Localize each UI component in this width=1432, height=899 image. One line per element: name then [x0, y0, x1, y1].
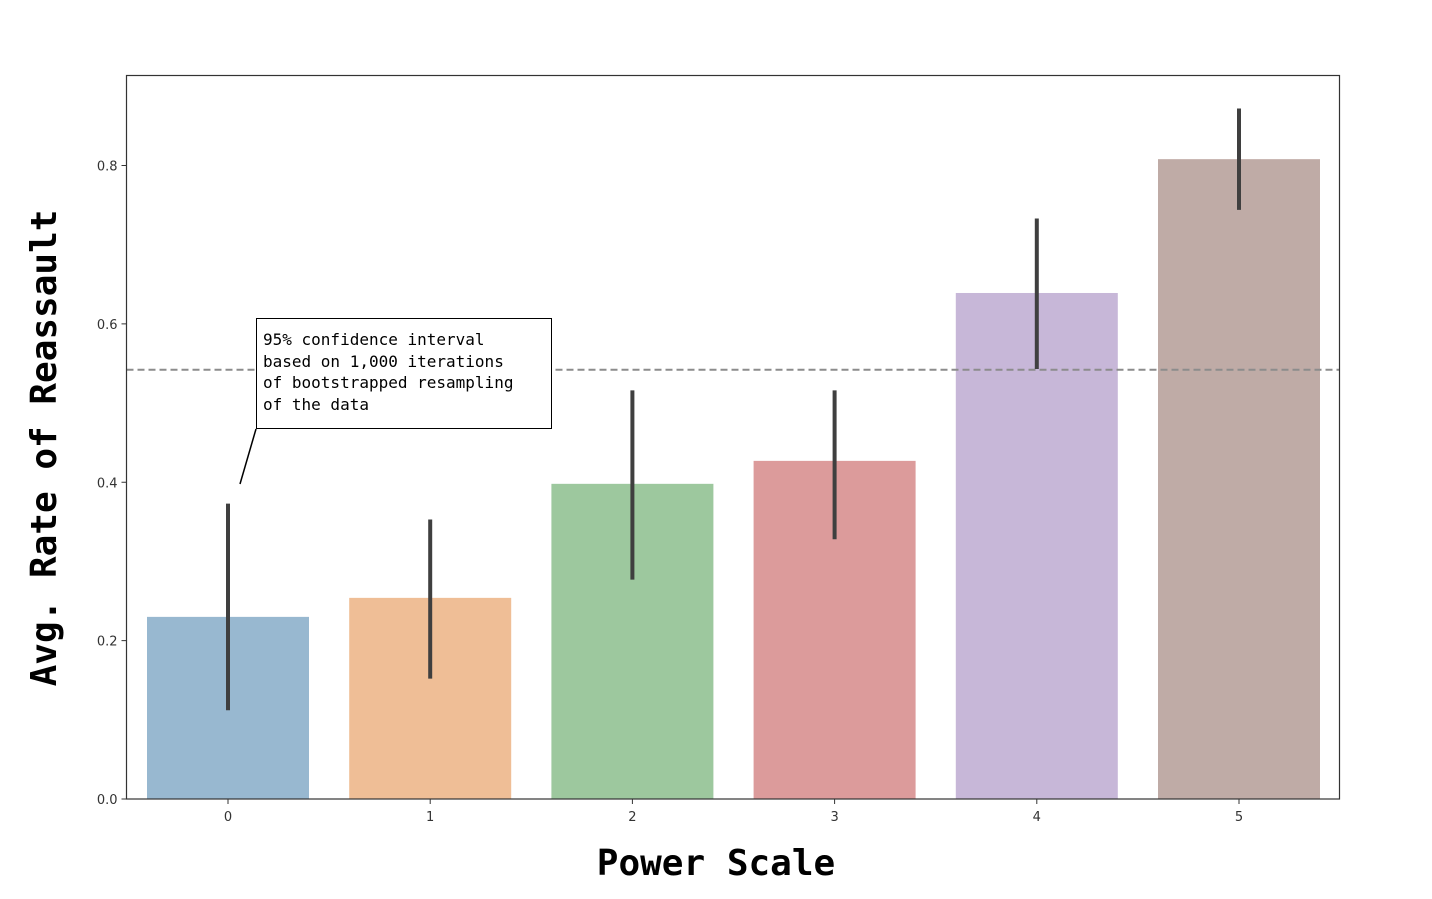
annotation-line: of the data	[263, 394, 369, 414]
x-tick-label: 0	[224, 810, 232, 825]
bars-layer	[147, 159, 1320, 800]
bar-5	[1158, 159, 1320, 800]
y-tick-label: 0.0	[97, 793, 118, 808]
x-tick-label: 4	[1033, 810, 1041, 825]
x-tick-label: 2	[628, 810, 636, 825]
x-tick-label: 3	[830, 810, 838, 825]
plot-frame	[125, 74, 1341, 800]
annotation-pointer	[239, 428, 257, 485]
y-axis-ticks: 0.0 0.2 0.4 0.6 0.8	[97, 160, 127, 808]
y-axis-title: Avg. Rate of Reassault	[24, 210, 65, 687]
x-axis-title: Power Scale	[597, 843, 835, 884]
x-axis-ticks: 0 1 2 3 4 5	[224, 799, 1243, 825]
annotation-box: 95% confidence interval based on 1,000 i…	[256, 318, 552, 429]
annotation-line: 95% confidence interval	[263, 330, 485, 349]
annotation-line: based on 1,000 iterations	[263, 351, 504, 371]
y-tick-label: 0.4	[97, 476, 118, 491]
y-tick-label: 0.6	[97, 318, 118, 333]
annotation-line: of bootstrapped resampling	[263, 373, 514, 392]
y-tick-label: 0.8	[97, 160, 118, 175]
bar-4	[955, 292, 1118, 799]
x-tick-label: 5	[1235, 810, 1243, 825]
x-tick-label: 1	[426, 810, 434, 825]
error-bars-layer	[226, 108, 1241, 711]
y-tick-label: 0.2	[97, 635, 118, 650]
